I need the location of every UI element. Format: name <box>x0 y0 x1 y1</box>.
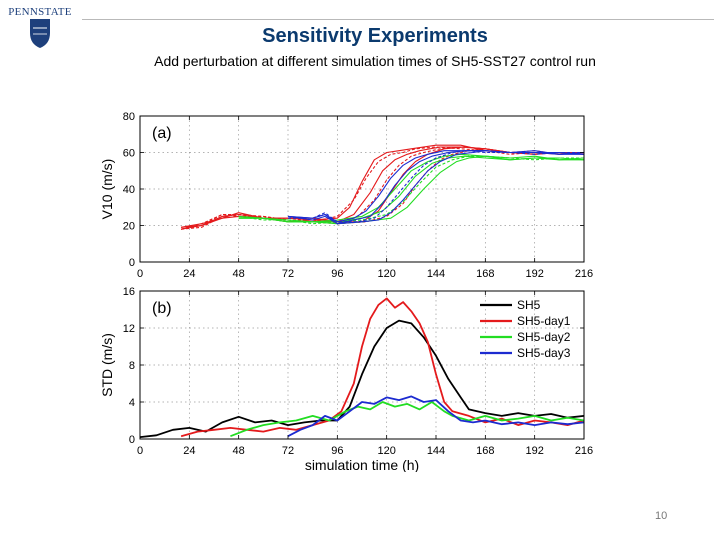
panel-0-xtick-label: 96 <box>331 268 343 280</box>
panel-0-series-sh5-day2-8 <box>238 155 584 225</box>
page-number: 10 <box>655 510 668 522</box>
panel-1-xtick-label: 216 <box>575 445 593 457</box>
panel-1-xtick-label: 192 <box>525 445 543 457</box>
panel-1-xtick-label: 168 <box>476 445 494 457</box>
panel-1-xtick-label: 0 <box>137 445 143 457</box>
panel-0-xtick-label: 216 <box>575 268 593 280</box>
panel-0-series-sh5-day2-6 <box>238 153 585 223</box>
panel-0-xtick-label: 120 <box>377 268 395 280</box>
panel-0-panel-label: (a) <box>152 125 172 142</box>
panel-0-xtick-label: 0 <box>137 268 143 280</box>
panel-0-series-sh5-day1-1 <box>180 146 585 230</box>
panel-0-ytick-label: 60 <box>123 148 135 160</box>
page-title: Sensitivity Experiments <box>262 25 488 47</box>
panel-1-xtick-label: 24 <box>183 445 195 457</box>
panel-1-ylabel: STD (m/s) <box>99 333 115 397</box>
panel-1-ytick-label: 0 <box>129 434 135 446</box>
panel-0-series-sh5-day1-5 <box>181 148 585 230</box>
panel-0-ytick-label: 20 <box>123 221 135 233</box>
panel-1-legend-label: SH5-day3 <box>517 346 571 360</box>
panel-1-xtick-label: 96 <box>331 445 343 457</box>
panel-1-ytick-label: 8 <box>129 360 135 372</box>
panel-1-ytick-label: 12 <box>123 323 135 335</box>
panel-1-ytick-label: 16 <box>123 286 135 298</box>
panel-0-xtick-label: 144 <box>427 268 445 280</box>
panel-1-panel-label: (b) <box>152 300 172 317</box>
panel-1-xtick-label: 48 <box>233 445 245 457</box>
panel-0-series-sh5-day2-9 <box>238 155 584 225</box>
panel-1-legend-label: SH5 <box>517 298 541 312</box>
panel-1-series-sh5-0 <box>139 319 585 438</box>
panel-0-series-sh5-day3-13 <box>287 150 585 225</box>
panel-1-series-sh5-day3-3 <box>287 395 585 437</box>
logo-wordmark: PENNSTATE <box>8 6 72 18</box>
panel-1-series-sh5-day2-2 <box>230 401 585 438</box>
panel-0-xtick-label: 72 <box>282 268 294 280</box>
header-rule <box>82 19 714 20</box>
panel-0-ytick-label: 80 <box>123 111 135 123</box>
panel-0-ylabel: V10 (m/s) <box>99 159 115 220</box>
panel-1-xtick-label: 120 <box>377 445 395 457</box>
panel-1-legend-label: SH5-day2 <box>517 330 571 344</box>
pennstate-logo: PENNSTATE <box>4 6 76 50</box>
panel-0-ytick-label: 40 <box>123 184 135 196</box>
panel-0-ytick-label: 0 <box>129 257 135 269</box>
panel-0-xtick-label: 192 <box>525 268 543 280</box>
panel-0-xtick-label: 48 <box>233 268 245 280</box>
panel-1-xtick-label: 144 <box>427 445 445 457</box>
panel-1-legend-label: SH5-day1 <box>517 314 571 328</box>
panel-1-ytick-label: 4 <box>129 397 135 409</box>
panel-0-xtick-label: 168 <box>476 268 494 280</box>
panel-1-xlabel: simulation time (h) <box>305 457 419 472</box>
panel-1-xtick-label: 72 <box>282 445 294 457</box>
shield-icon <box>30 19 50 48</box>
page-subtitle: Add perturbation at different simulation… <box>154 53 596 69</box>
panel-0-xtick-label: 24 <box>183 268 195 280</box>
